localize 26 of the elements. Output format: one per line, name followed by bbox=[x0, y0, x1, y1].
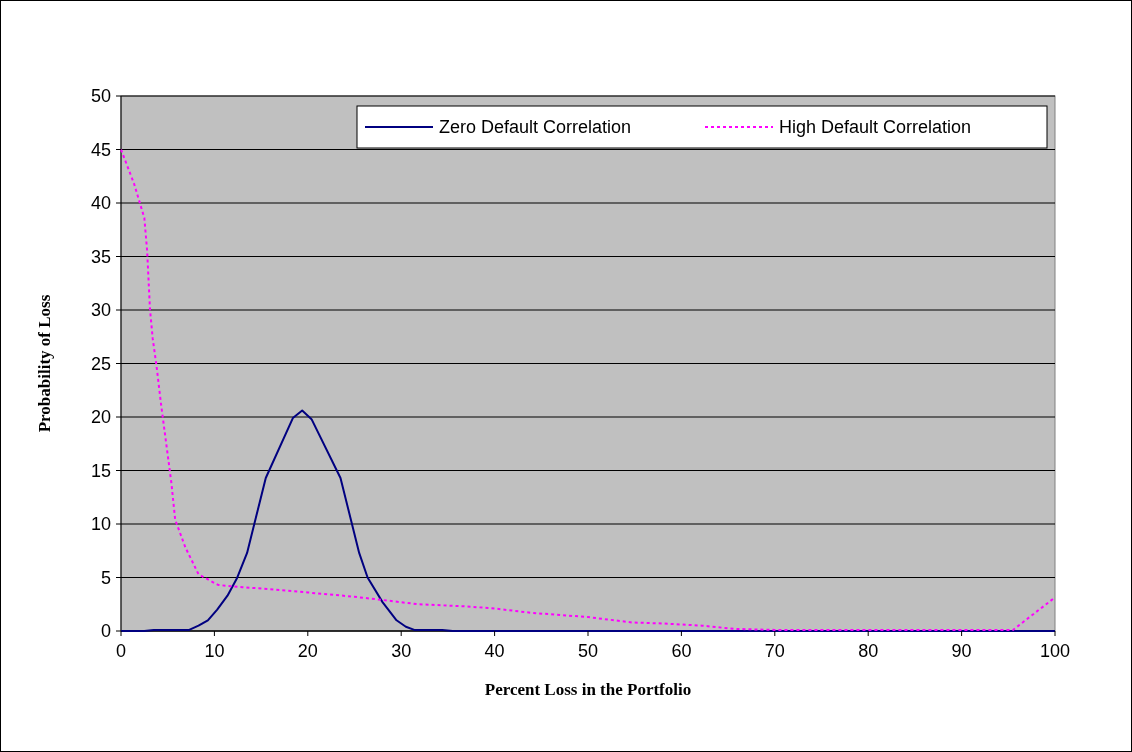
x-tick-label: 0 bbox=[115, 641, 127, 661]
legend-label: Zero Default Correlation bbox=[439, 117, 632, 138]
x-tick-label: 70 bbox=[764, 641, 785, 661]
x-tick-label: 40 bbox=[484, 641, 505, 661]
y-tick-label: 10 bbox=[90, 514, 111, 535]
x-tick-label: 60 bbox=[671, 641, 692, 661]
y-tick-label: 35 bbox=[90, 246, 111, 267]
x-tick-label: 100 bbox=[1039, 641, 1071, 661]
y-tick-label: 20 bbox=[90, 407, 111, 428]
y-tick-label: 40 bbox=[90, 193, 111, 214]
y-tick-label: 50 bbox=[90, 86, 111, 107]
y-tick-label: 0 bbox=[100, 621, 111, 642]
x-tick-label: 10 bbox=[204, 641, 225, 661]
x-tick-label: 30 bbox=[391, 641, 412, 661]
x-tick-label: 90 bbox=[951, 641, 972, 661]
y-tick-label: 25 bbox=[90, 353, 111, 374]
y-tick-label: 15 bbox=[90, 460, 111, 481]
y-tick-label: 45 bbox=[90, 139, 111, 160]
x-tick-label: 50 bbox=[577, 641, 599, 661]
x-tick-label: 20 bbox=[297, 641, 318, 661]
legend-label: High Default Correlation bbox=[779, 117, 972, 138]
y-axis-title: Probability of Loss bbox=[35, 294, 54, 433]
y-tick-label: 30 bbox=[90, 300, 111, 321]
x-tick-label: 80 bbox=[858, 641, 879, 661]
y-tick-label: 5 bbox=[100, 567, 111, 588]
x-axis-title: Percent Loss in the Portfolio bbox=[484, 680, 692, 699]
